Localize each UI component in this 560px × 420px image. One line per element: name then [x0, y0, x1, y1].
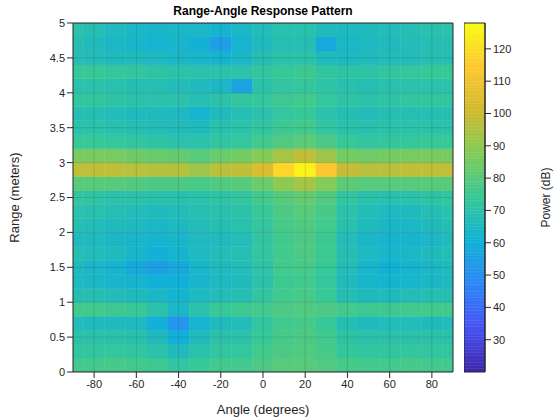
svg-text:50: 50: [493, 269, 505, 281]
svg-text:5: 5: [59, 17, 65, 29]
svg-text:30: 30: [493, 334, 505, 346]
svg-text:40: 40: [493, 301, 505, 313]
svg-text:1.5: 1.5: [50, 261, 65, 273]
svg-text:60: 60: [384, 378, 396, 390]
svg-text:0: 0: [260, 378, 266, 390]
svg-text:90: 90: [493, 140, 505, 152]
svg-text:Range (meters): Range (meters): [8, 152, 22, 242]
svg-text:40: 40: [341, 378, 353, 390]
svg-text:0.5: 0.5: [50, 331, 65, 343]
svg-text:110: 110: [493, 75, 511, 87]
svg-text:20: 20: [299, 378, 311, 390]
html-text:Range-Angle Response Pattern: Range-Angle Response Pattern: [173, 4, 353, 18]
svg-text:3.5: 3.5: [50, 122, 65, 134]
svg-text:3: 3: [59, 157, 65, 169]
svg-text:-60: -60: [128, 378, 144, 390]
svg-text:-40: -40: [171, 378, 187, 390]
svg-text:2: 2: [59, 226, 65, 238]
svg-text:120: 120: [493, 43, 511, 55]
svg-text:2.5: 2.5: [50, 191, 65, 203]
svg-text:-20: -20: [213, 378, 229, 390]
svg-text:100: 100: [493, 107, 511, 119]
svg-text:70: 70: [493, 204, 505, 216]
svg-text:80: 80: [493, 172, 505, 184]
svg-text:80: 80: [426, 378, 438, 390]
svg-text:60: 60: [493, 237, 505, 249]
svg-text:4.5: 4.5: [50, 52, 65, 64]
svg-text:Power (dB): Power (dB): [539, 167, 552, 227]
svg-text:Angle (degrees): Angle (degrees): [217, 402, 310, 417]
svg-text:-80: -80: [86, 378, 102, 390]
svg-text:1: 1: [59, 296, 65, 308]
svg-text:4: 4: [59, 87, 65, 99]
svg-text:0: 0: [59, 366, 65, 378]
